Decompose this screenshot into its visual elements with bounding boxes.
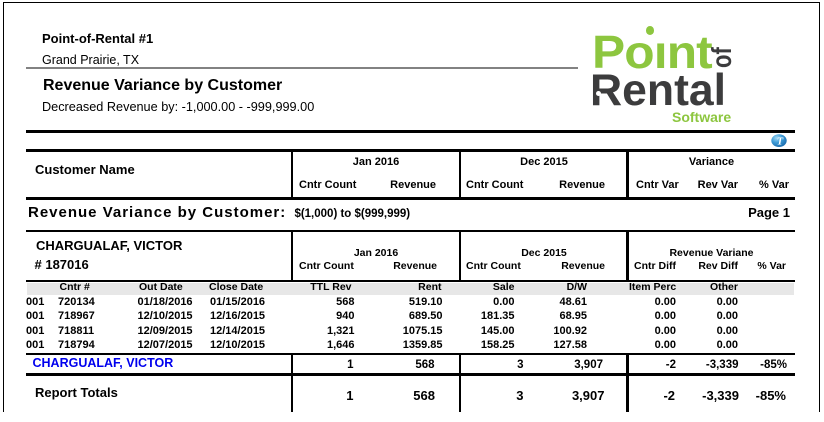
svg-text:T: T xyxy=(777,137,784,148)
